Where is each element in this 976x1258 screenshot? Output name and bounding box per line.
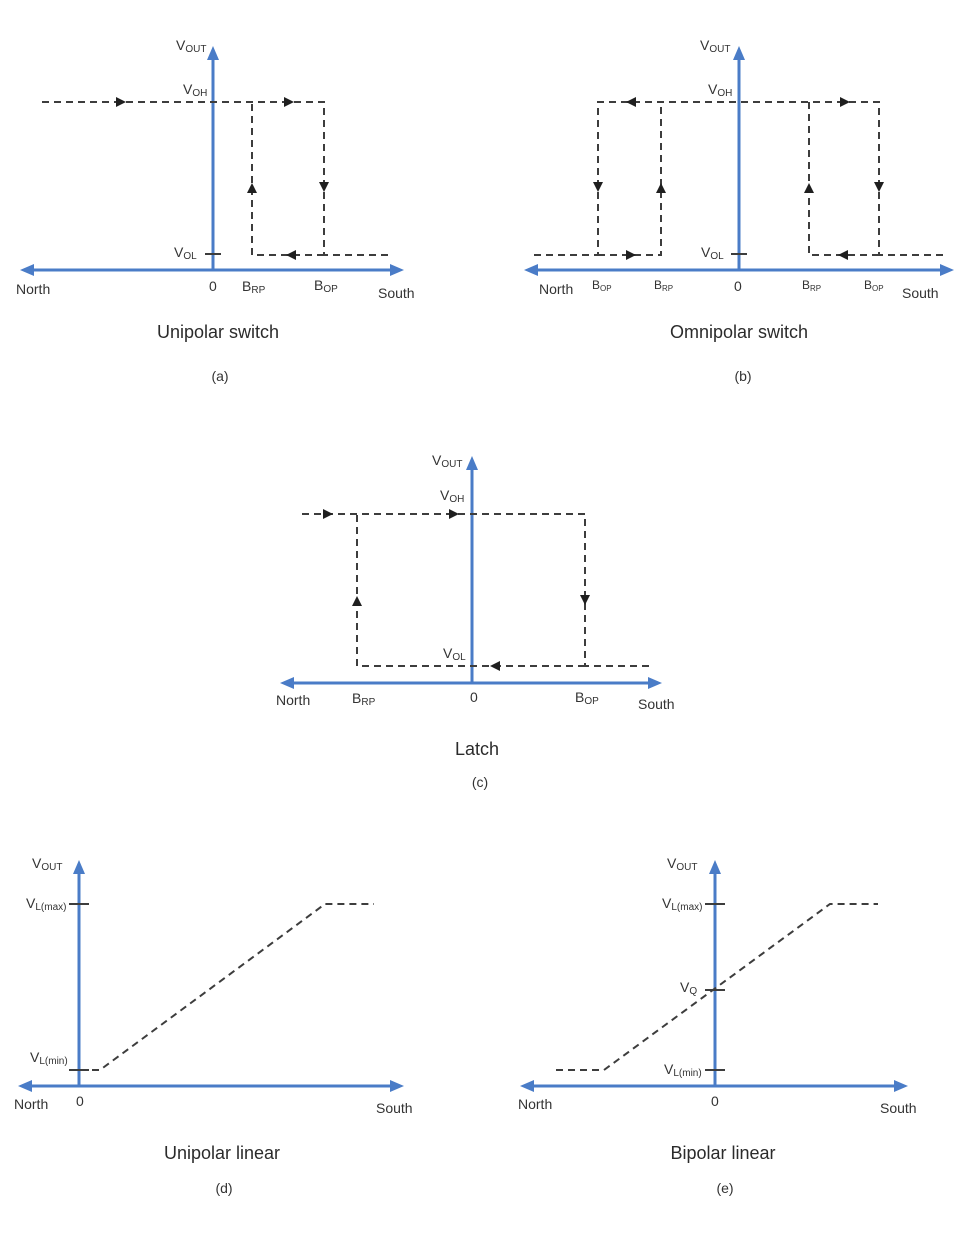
panel-d-south-label: South — [376, 1100, 413, 1116]
panel-c-x-arrow-left — [280, 677, 294, 689]
panel-b-x-arrow-right — [940, 264, 954, 276]
panel-c-south-label: South — [638, 696, 675, 712]
panel-b-arrow-down — [874, 182, 884, 192]
panel-b-north-label: North — [539, 281, 573, 297]
panel-d-title: Unipolar linear — [164, 1143, 280, 1163]
panel-a-unipolar-switch: VOUT VOH VOL North 0 BRP BOP South Unipo… — [16, 37, 415, 384]
panel-c-x-arrow-right — [648, 677, 662, 689]
panel-e-y-arrow — [709, 860, 721, 874]
panel-b-omnipolar-switch: VOUT VOH VOL North BOP BRP 0 BRP BOP Sou… — [524, 37, 954, 384]
panel-a-y-arrow — [207, 46, 219, 60]
panel-e-north-label: North — [518, 1096, 552, 1112]
panel-e-x-arrow-right — [894, 1080, 908, 1092]
panel-a-tag: (a) — [211, 368, 228, 384]
panel-d-vout-label: VOUT — [32, 855, 62, 873]
panel-d-north-label: North — [14, 1096, 48, 1112]
panel-d-y-arrow — [73, 860, 85, 874]
panel-d-x-arrow-left — [18, 1080, 32, 1092]
panel-e-linear-trace — [556, 903, 878, 1071]
panel-c-arrow-left — [490, 661, 500, 671]
panel-a-arrow-up — [247, 183, 257, 193]
panel-c-vol-label: VOL — [443, 645, 466, 663]
panel-b-x-arrow-left — [524, 264, 538, 276]
panel-a-north-label: North — [16, 281, 50, 297]
panel-e-tag: (e) — [716, 1180, 733, 1196]
panel-a-zero-label: 0 — [209, 278, 217, 294]
panel-c-y-arrow — [466, 456, 478, 470]
panel-b-hysteresis-trace — [534, 101, 948, 256]
panel-c-tag: (c) — [472, 774, 488, 790]
panel-c-voh-label: VOH — [440, 487, 464, 505]
panel-c-arrow-right — [323, 509, 333, 519]
panel-b-brp-label: BRP — [802, 278, 821, 293]
panel-b-voh-label: VOH — [708, 81, 732, 99]
panel-b-arrow-down — [593, 182, 603, 192]
panel-a-brp-label: BRP — [242, 278, 266, 296]
panel-a-south-label: South — [378, 285, 415, 301]
panel-a-hysteresis-trace — [42, 101, 392, 256]
panel-a-bop-label: BOP — [314, 277, 338, 295]
panel-a-vout-label: VOUT — [176, 37, 206, 55]
panel-c-brp-label: BRP — [352, 690, 376, 708]
panel-b-bop-neg-label: BOP — [592, 278, 612, 293]
panel-a-arrow-right — [116, 97, 126, 107]
panel-b-arrow-right — [840, 97, 850, 107]
panel-d-zero-label: 0 — [76, 1093, 84, 1109]
panel-b-zero-label: 0 — [734, 278, 742, 294]
panel-e-vq-label: VQ — [680, 979, 697, 997]
panel-e-zero-label: 0 — [711, 1093, 719, 1109]
panel-c-title: Latch — [455, 739, 499, 759]
panel-a-arrow-right — [284, 97, 294, 107]
panel-c-hysteresis-trace — [302, 513, 652, 667]
panel-e-title: Bipolar linear — [670, 1143, 775, 1163]
panel-b-arrow-left — [626, 97, 636, 107]
panel-c-arrow-down — [580, 595, 590, 605]
panel-a-x-arrow-right — [390, 264, 404, 276]
panel-b-title: Omnipolar switch — [670, 322, 808, 342]
panel-a-title: Unipolar switch — [157, 322, 279, 342]
panel-e-south-label: South — [880, 1100, 917, 1116]
panel-b-arrow-left — [838, 250, 848, 260]
panel-b-y-arrow — [733, 46, 745, 60]
panel-d-tag: (d) — [215, 1180, 232, 1196]
panel-a-voh-label: VOH — [183, 81, 207, 99]
panel-b-bop-label: BOP — [864, 278, 884, 293]
panel-a-vol-label: VOL — [174, 244, 197, 262]
panel-b-vol-label: VOL — [701, 244, 724, 262]
panel-b-arrow-up — [804, 183, 814, 193]
panel-d-linear-trace — [80, 903, 374, 1071]
panel-b-arrow-up — [656, 183, 666, 193]
panel-b-vout-label: VOUT — [700, 37, 730, 55]
panel-c-latch: VOUT VOH VOL North BRP 0 BOP South Latch… — [276, 452, 675, 790]
panel-b-arrow-right — [626, 250, 636, 260]
panel-c-zero-label: 0 — [470, 689, 478, 705]
panel-b-tag: (b) — [734, 368, 751, 384]
panel-e-vlmax-label: VL(max) — [662, 895, 702, 913]
panel-c-bop-label: BOP — [575, 689, 599, 707]
panel-c-arrow-right — [449, 509, 459, 519]
panel-b-brp-neg-label: BRP — [654, 278, 673, 293]
panel-a-x-arrow-left — [20, 264, 34, 276]
panel-c-vout-label: VOUT — [432, 452, 462, 470]
panel-b-south-label: South — [902, 285, 939, 301]
panel-d-unipolar-linear: VOUT VL(max) VL(min) North 0 South Unipo… — [14, 855, 413, 1196]
panel-e-x-arrow-left — [520, 1080, 534, 1092]
panel-d-x-arrow-right — [390, 1080, 404, 1092]
panel-d-vlmin-label: VL(min) — [30, 1049, 68, 1067]
panel-d-vlmax-label: VL(max) — [26, 895, 66, 913]
panel-e-vout-label: VOUT — [667, 855, 697, 873]
panel-a-arrow-down — [319, 182, 329, 192]
panel-a-arrow-left — [286, 250, 296, 260]
panel-e-vlmin-label: VL(min) — [664, 1061, 702, 1079]
panel-c-north-label: North — [276, 692, 310, 708]
panel-c-arrow-up — [352, 596, 362, 606]
panel-e-bipolar-linear: VOUT VL(max) VQ VL(min) North 0 South Bi… — [518, 855, 917, 1196]
